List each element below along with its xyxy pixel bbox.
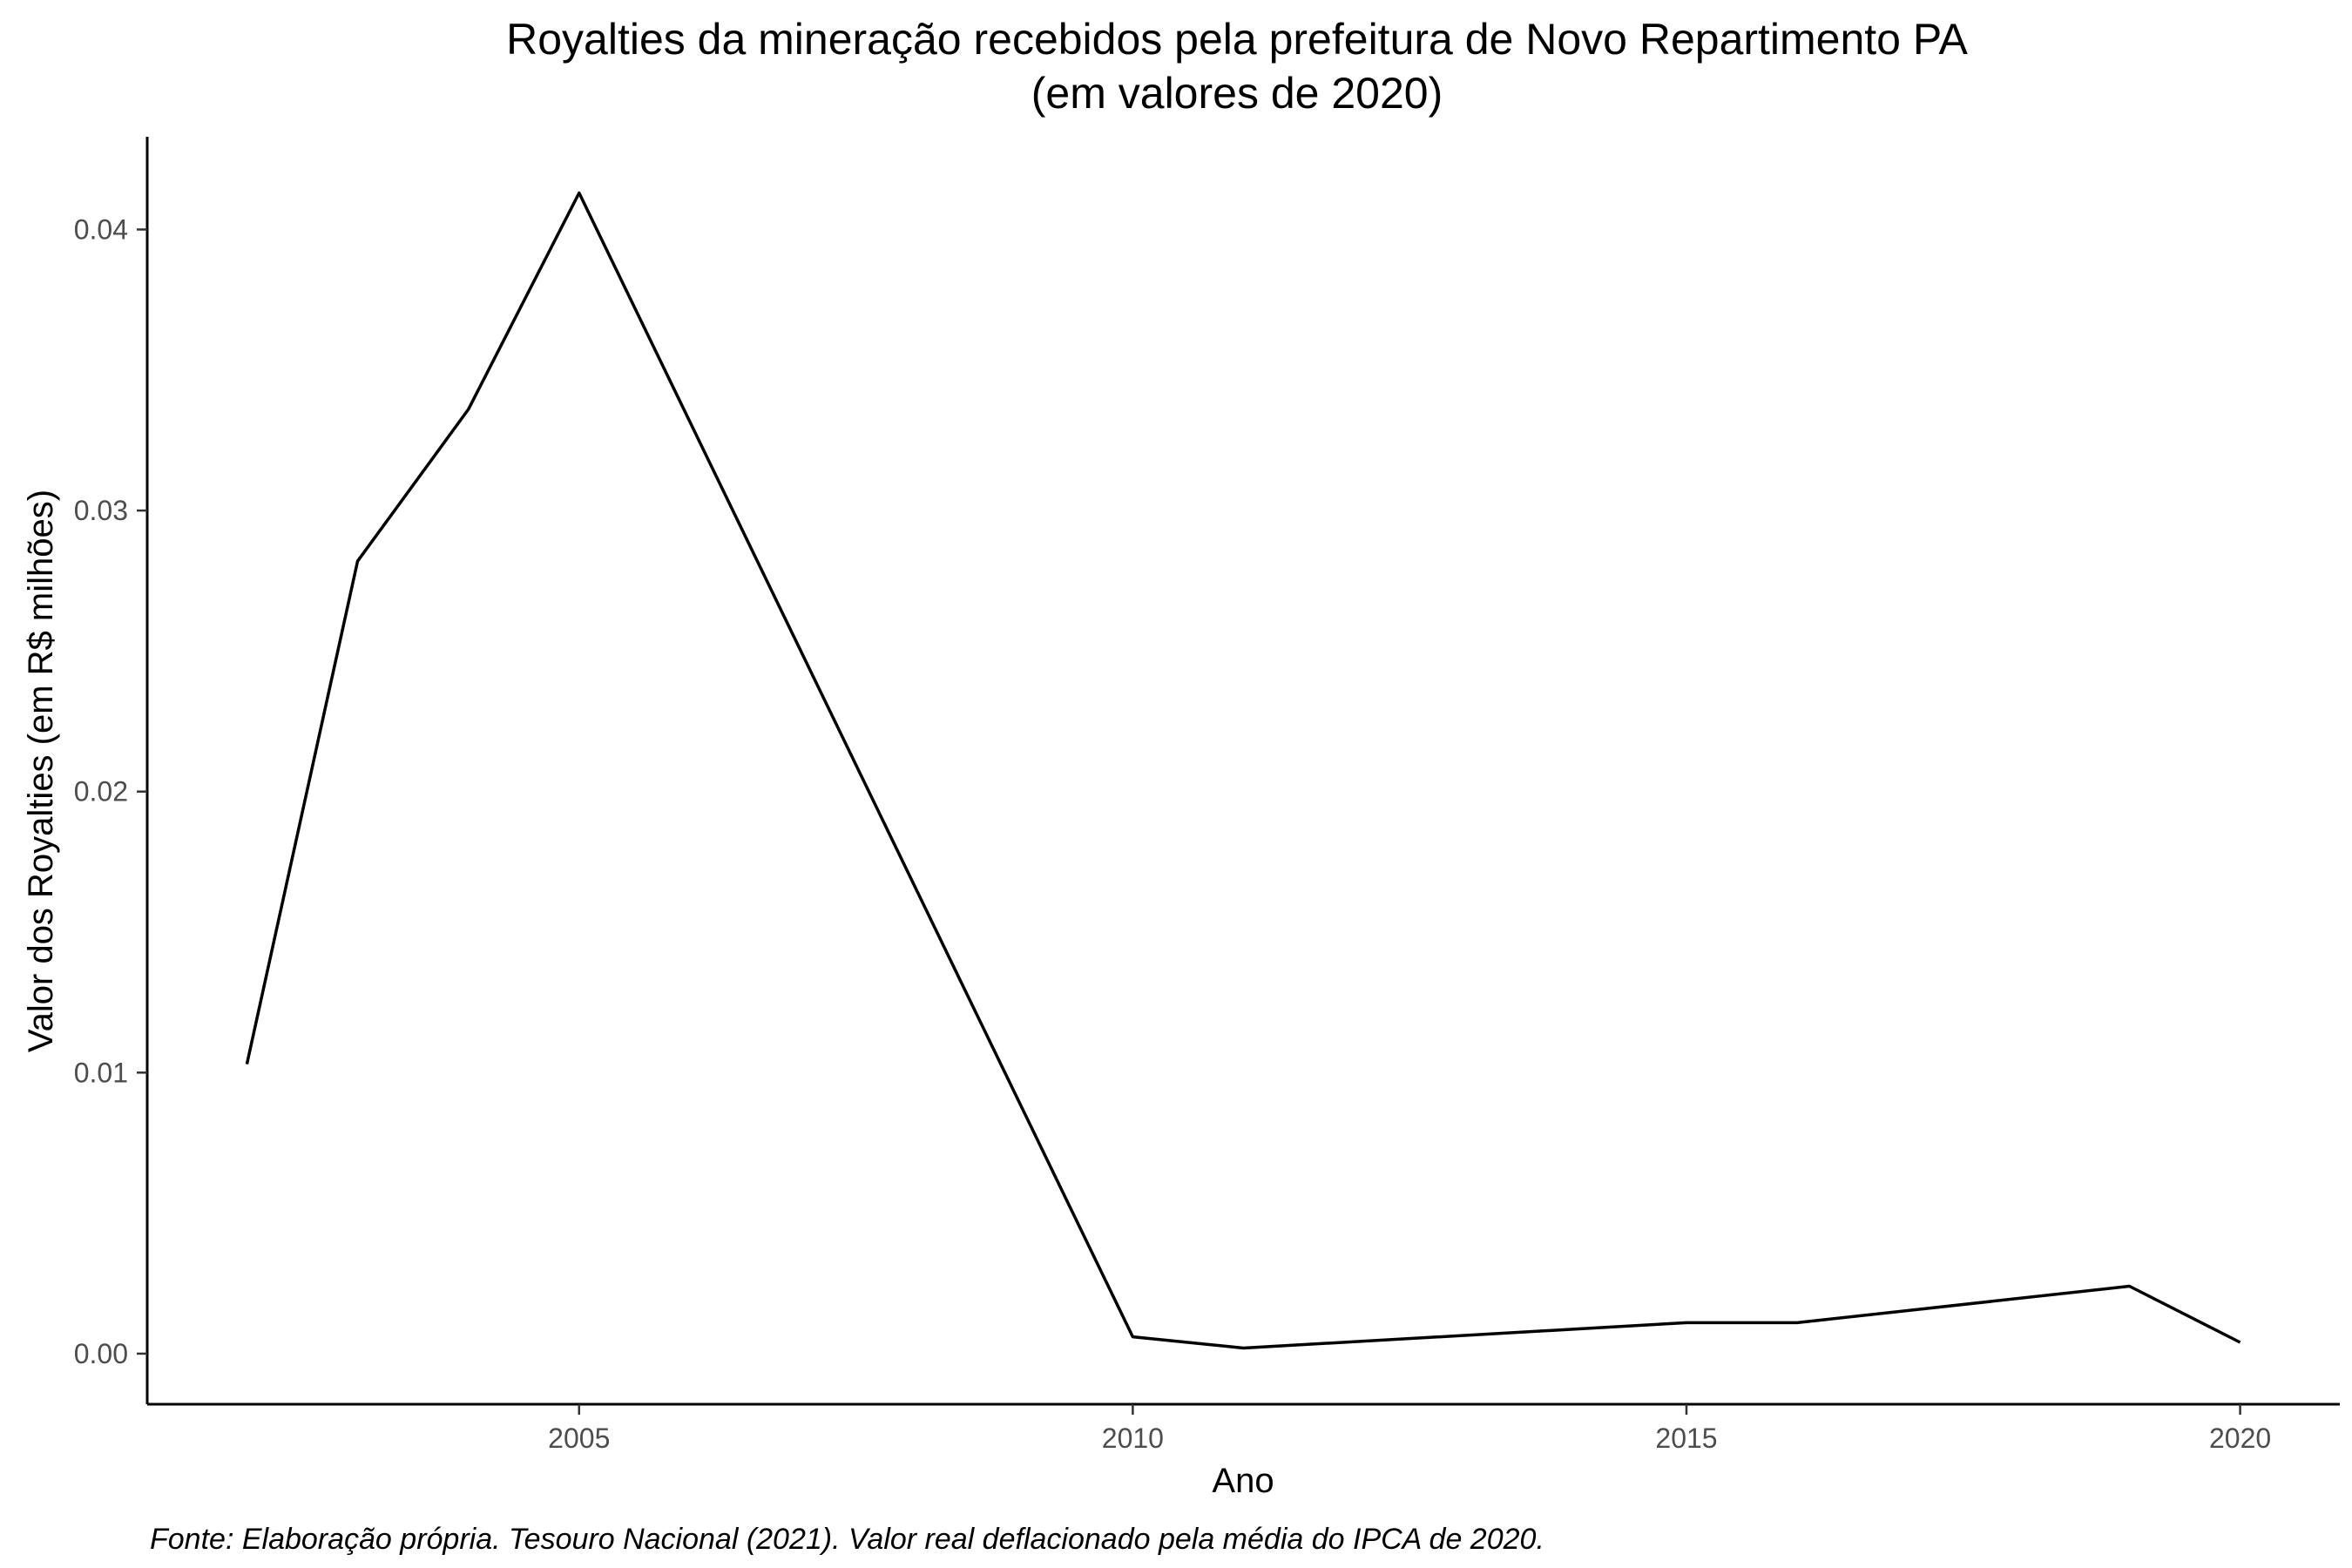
y-tick-label: 0.04 xyxy=(74,213,128,245)
series-line xyxy=(245,191,2241,1350)
y-tick-label: 0.01 xyxy=(74,1057,128,1088)
x-tick-label: 2005 xyxy=(548,1423,610,1454)
y-axis-ticks: 0.00 0.01 0.02 0.03 0.04 xyxy=(74,213,147,1369)
x-axis-ticks: 2005 2010 2015 2020 xyxy=(548,1404,2271,1454)
chart-title: Royalties da mineração recebidos pela pr… xyxy=(506,15,1968,64)
x-tick-label: 2010 xyxy=(1102,1423,1164,1454)
x-tick-label: 2015 xyxy=(1655,1423,1717,1454)
plot-area xyxy=(245,191,2241,1350)
y-tick-label: 0.00 xyxy=(74,1338,128,1369)
chart-subtitle: (em valores de 2020) xyxy=(1031,69,1443,118)
y-tick-label: 0.02 xyxy=(74,776,128,808)
x-axis-title: Ano xyxy=(1212,1462,1274,1500)
x-tick-label: 2020 xyxy=(2209,1423,2271,1454)
source-caption: Fonte: Elaboração própria. Tesouro Nacio… xyxy=(150,1523,1544,1556)
y-axis-title: Valor dos Royalties (em R$ milhões) xyxy=(22,490,60,1052)
y-tick-label: 0.03 xyxy=(74,495,128,526)
